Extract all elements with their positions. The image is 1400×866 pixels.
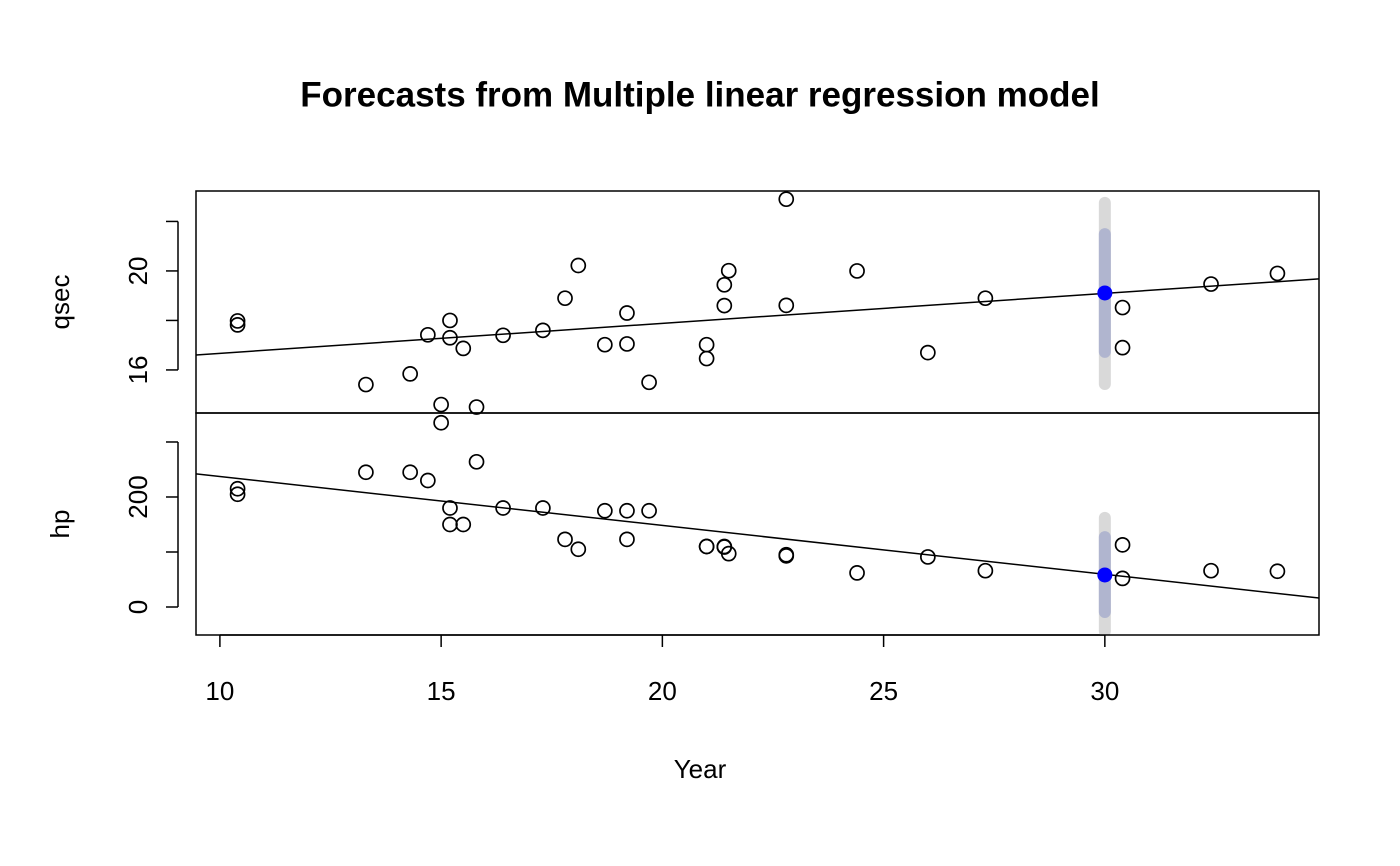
data-point [557, 531, 573, 548]
data-point [468, 399, 485, 415]
data-point [619, 502, 635, 519]
data-point [495, 327, 511, 344]
data-point [977, 290, 994, 307]
data-point [1114, 536, 1131, 553]
y-axis-label: qsec [45, 275, 75, 330]
data-point [1269, 563, 1286, 580]
data-point [442, 516, 458, 533]
data-point [1269, 265, 1286, 282]
data-point [778, 191, 795, 208]
data-point [420, 326, 436, 343]
data-point [1114, 299, 1131, 316]
data-point [442, 500, 458, 516]
data-point [229, 480, 246, 497]
y-axis-label: hp [45, 510, 75, 539]
data-point [229, 317, 246, 333]
data-point [229, 486, 246, 503]
data-point [433, 414, 449, 431]
panel-frame [195, 412, 1320, 636]
data-point [455, 516, 472, 533]
y-tick-label: 16 [123, 355, 153, 384]
data-point [468, 453, 485, 470]
data-point [849, 263, 865, 279]
data-point [402, 464, 419, 481]
data-point [570, 257, 587, 274]
data-point [420, 472, 436, 489]
x-tick-label: 10 [205, 676, 234, 706]
data-point [716, 276, 733, 293]
data-point [1203, 562, 1219, 579]
data-point [455, 340, 472, 357]
data-point [641, 502, 657, 519]
data-point [849, 565, 865, 581]
data-point [619, 531, 635, 548]
data-point [402, 366, 419, 382]
data-point [920, 549, 936, 565]
data-point [535, 500, 551, 516]
data-point [977, 562, 994, 579]
data-point [535, 322, 551, 339]
chart-title: Forecasts from Multiple linear regressio… [300, 75, 1099, 114]
data-point [495, 500, 511, 516]
forecast-point [1097, 567, 1113, 583]
data-point [778, 297, 795, 314]
y-tick-label: 200 [123, 475, 153, 518]
x-tick-label: 20 [648, 676, 677, 706]
data-point [433, 396, 449, 413]
data-point [442, 329, 458, 346]
data-point [641, 374, 657, 391]
data-point [596, 336, 613, 353]
y-tick-label: 0 [123, 600, 153, 614]
panel-frame [195, 190, 1320, 414]
x-tick-label: 25 [869, 676, 898, 706]
data-point [698, 336, 715, 353]
data-point [442, 312, 458, 329]
data-point [596, 502, 613, 519]
data-point [720, 262, 737, 279]
data-point [698, 350, 715, 367]
data-point [358, 464, 374, 481]
data-point [778, 546, 795, 563]
x-tick-label: 15 [427, 676, 456, 706]
data-point [920, 344, 936, 361]
data-point [1114, 339, 1131, 356]
data-point [716, 297, 733, 314]
data-point [358, 376, 374, 393]
fit-line [196, 473, 1319, 599]
data-point [1203, 276, 1219, 292]
y-tick-label: 20 [123, 256, 153, 285]
x-axis-label: Year [674, 754, 727, 784]
data-point [716, 539, 733, 555]
data-point [698, 538, 715, 555]
x-tick-label: 30 [1090, 676, 1119, 706]
data-point [1114, 570, 1131, 587]
data-point [570, 541, 587, 558]
data-point [619, 305, 635, 321]
data-point [619, 336, 635, 352]
forecast-point [1097, 285, 1113, 301]
fit-line [196, 278, 1319, 356]
data-point [229, 313, 246, 329]
data-point [557, 290, 573, 307]
